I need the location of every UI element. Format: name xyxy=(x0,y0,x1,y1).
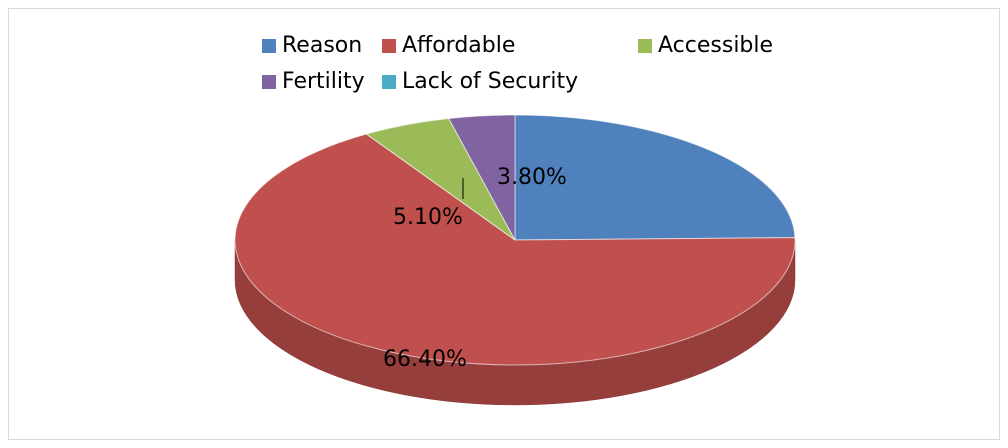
legend-label: Reason xyxy=(282,33,362,58)
data-label: 66.40% xyxy=(383,347,467,372)
legend-label: Fertility xyxy=(282,69,365,94)
legend-label: Affordable xyxy=(402,33,515,58)
slice xyxy=(447,114,516,241)
slice xyxy=(234,133,796,366)
data-labels: 66.40% 5.10% 3.80% xyxy=(383,165,567,372)
data-label: 3.80% xyxy=(497,165,567,190)
slice xyxy=(514,114,796,241)
legend-swatch xyxy=(638,39,652,53)
legend-swatch xyxy=(262,75,276,89)
legend: Reason Affordable Accessible Fertility Lack … xyxy=(262,33,773,94)
pie-tops xyxy=(234,114,796,366)
legend-label: Lack of Security xyxy=(402,69,578,94)
legend-swatch xyxy=(262,39,276,53)
data-label: 5.10% xyxy=(393,205,463,230)
legend-swatch xyxy=(382,39,396,53)
legend-swatch xyxy=(382,75,396,89)
legend-label: Accessible xyxy=(658,33,773,58)
